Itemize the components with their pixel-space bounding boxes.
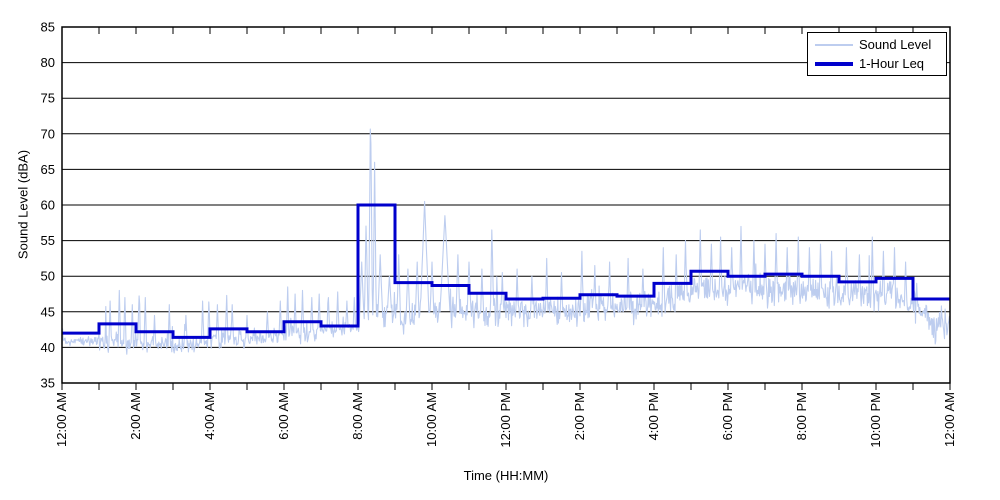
- x-tick-label: 12:00 PM: [498, 392, 513, 448]
- x-tick-label: 6:00 AM: [276, 392, 291, 440]
- x-tick-label: 12:00 AM: [942, 392, 957, 447]
- y-tick-label: 60: [41, 198, 55, 213]
- y-tick-label: 45: [41, 304, 55, 319]
- y-tick-label: 85: [41, 20, 55, 35]
- y-tick-label: 65: [41, 162, 55, 177]
- x-tick-label: 2:00 AM: [128, 392, 143, 440]
- y-tick-label: 50: [41, 269, 55, 284]
- leq-series: [62, 203, 950, 339]
- x-tick-label: 6:00 PM: [720, 392, 735, 440]
- legend-label-sound-level: Sound Level: [859, 37, 932, 52]
- y-tick-label: 70: [41, 126, 55, 141]
- legend-label-leq: 1-Hour Leq: [859, 56, 925, 71]
- x-tick-label: 10:00 AM: [424, 392, 439, 447]
- y-tick-label: 35: [41, 376, 55, 391]
- x-axis-title: Time (HH:MM): [463, 468, 549, 483]
- y-tick-label: 75: [41, 91, 55, 106]
- legend-row-sound-level: Sound Level: [808, 35, 946, 54]
- sound-level-line-swatch: [815, 43, 853, 46]
- y-tick-label: 55: [41, 233, 55, 248]
- x-tick-label: 8:00 PM: [794, 392, 809, 440]
- legend-row-leq: 1-Hour Leq: [808, 54, 946, 73]
- x-tick-label: 8:00 AM: [350, 392, 365, 440]
- x-tick-label: 4:00 AM: [202, 392, 217, 440]
- x-tick-label: 10:00 PM: [868, 392, 883, 448]
- leq-line-swatch: [815, 61, 853, 66]
- x-tick-label: 2:00 PM: [572, 392, 587, 440]
- y-tick-label: 80: [41, 55, 55, 70]
- legend: Sound Level 1-Hour Leq: [807, 32, 947, 76]
- x-tick-label: 4:00 PM: [646, 392, 661, 440]
- y-axis-title: Sound Level (dBA): [15, 149, 31, 260]
- y-tick-label: 40: [41, 340, 55, 355]
- sound-level-series: [61, 128, 951, 355]
- x-tick-label: 12:00 AM: [54, 392, 69, 447]
